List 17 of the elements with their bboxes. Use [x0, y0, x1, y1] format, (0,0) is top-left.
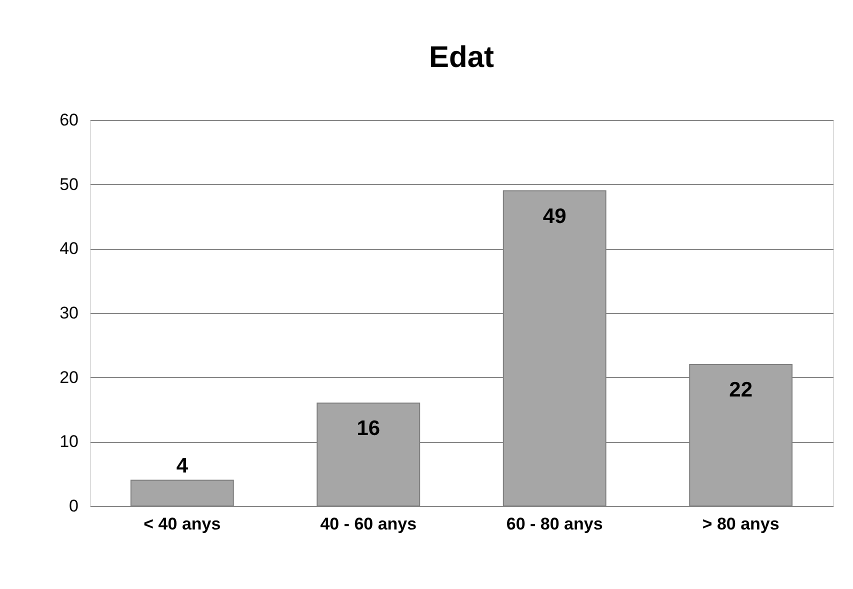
x-tick-label: < 40 anys	[144, 514, 221, 534]
y-tick-label: 40	[60, 239, 78, 258]
y-tick-label: 60	[60, 110, 78, 130]
x-tick-label: > 80 anys	[702, 514, 780, 534]
y-tick-label: 0	[69, 496, 78, 516]
y-tick-label: 20	[60, 368, 78, 387]
data-label: 49	[542, 204, 566, 228]
y-tick-label: 50	[60, 174, 78, 194]
y-tick-label: 30	[60, 304, 78, 322]
x-tick-label: 60 - 80 anys	[506, 514, 603, 534]
bar	[130, 480, 234, 506]
y-tick-label: 10	[60, 432, 78, 452]
x-tick-label: 40 - 60 anys	[320, 514, 417, 534]
data-label: 22	[729, 378, 753, 402]
chart-title: Edat	[428, 41, 494, 74]
data-label: 4	[176, 454, 188, 478]
data-label: 16	[356, 417, 380, 440]
